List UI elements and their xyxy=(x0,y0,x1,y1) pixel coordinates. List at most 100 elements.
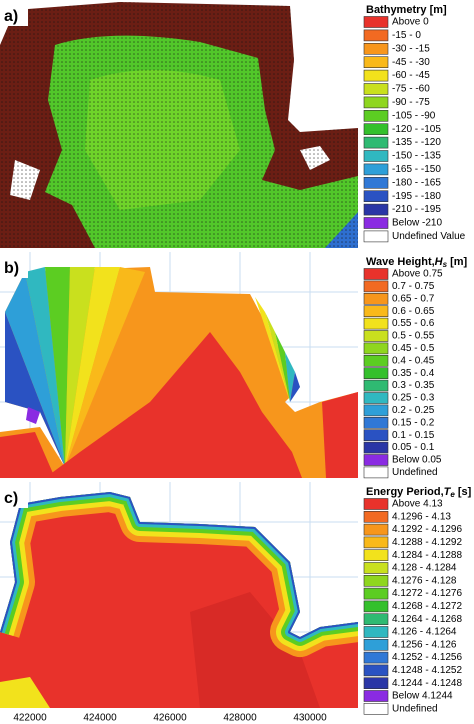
legend-entry: Undefined xyxy=(392,703,438,714)
legend-swatch xyxy=(363,367,389,380)
legend-title: Wave Height,Hs [m] xyxy=(366,256,468,269)
legend-title-part: H xyxy=(435,256,444,268)
legend-entry: -150 - -135 xyxy=(392,151,441,162)
legend-swatch xyxy=(363,454,389,466)
energy-period-map xyxy=(0,482,358,714)
legend-entry: 0.25 - 0.3 xyxy=(392,393,435,404)
legend-swatch xyxy=(363,354,389,367)
panel-label: a) xyxy=(4,8,18,25)
legend-entry: 0.7 - 0.75 xyxy=(392,281,435,292)
legend-swatch xyxy=(363,664,389,677)
x-axis-label: 424000 xyxy=(83,713,117,724)
wave-height-map xyxy=(0,252,358,478)
legend-entry: 4.1256 - 4.126 xyxy=(392,639,457,650)
legend-title-part: [s] xyxy=(458,486,472,498)
legend-entry: -210 - -195 xyxy=(392,204,441,215)
legend-swatch xyxy=(363,549,389,562)
legend-title: Bathymetry [m] xyxy=(366,4,447,16)
legend-entry: 0.15 - 0.2 xyxy=(392,417,435,428)
legend-swatch xyxy=(363,587,389,600)
legend-entry: -15 - 0 xyxy=(392,30,421,41)
legend-title-part: e xyxy=(450,490,455,499)
legend-swatch xyxy=(363,404,389,417)
legend-title-part: [m] xyxy=(450,256,467,268)
legend-swatch xyxy=(363,690,389,702)
legend-entry: -60 - -45 xyxy=(392,70,430,81)
legend-swatch xyxy=(363,574,389,587)
legend-entry: 4.1244 - 4.1248 xyxy=(392,678,462,689)
legend-entry: -120 - -105 xyxy=(392,124,441,135)
legend-swatch xyxy=(363,56,389,69)
legend-entry: 0.3 - 0.35 xyxy=(392,380,435,391)
panel-label: c) xyxy=(4,490,18,507)
legend-swatch xyxy=(363,83,389,95)
legend-entry: 0.65 - 0.7 xyxy=(392,293,435,304)
legend-swatch xyxy=(363,150,389,162)
legend-swatch xyxy=(363,230,389,243)
legend-title-part: Wave Height, xyxy=(366,256,435,268)
legend-entry: Undefined xyxy=(392,467,438,478)
legend-swatch xyxy=(363,268,389,280)
legend-swatch xyxy=(363,651,389,664)
legend-entry: 4.1284 - 4.1288 xyxy=(392,550,462,561)
legend-swatch xyxy=(363,292,389,305)
legend-entry: Undefined Value xyxy=(392,231,466,242)
legend-entry: -75 - -60 xyxy=(392,84,430,95)
legend-swatch xyxy=(363,305,389,318)
legend-entry: 0.2 - 0.25 xyxy=(392,405,435,416)
legend-swatch xyxy=(363,203,389,216)
legend-swatch xyxy=(363,562,389,574)
legend-swatch xyxy=(363,702,389,715)
legend-entry: Above 0 xyxy=(392,17,429,28)
legend-entry: -165 - -150 xyxy=(392,164,441,175)
legend-entry: 4.1248 - 4.1252 xyxy=(392,665,462,676)
legend-entry: -90 - -75 xyxy=(392,97,430,108)
legend-swatch xyxy=(363,69,389,82)
legend-title-part: s xyxy=(443,260,448,269)
x-axis-label: 430000 xyxy=(293,713,327,724)
legend-swatch xyxy=(363,392,389,404)
legend-title-part: T xyxy=(444,486,452,498)
legend-entry: -45 - -30 xyxy=(392,57,430,68)
x-axis-label: 428000 xyxy=(223,713,257,724)
legend-entry: 0.05 - 0.1 xyxy=(392,442,435,453)
legend-swatch xyxy=(363,330,389,342)
legend-entry: 0.35 - 0.4 xyxy=(392,368,435,379)
panel-label: b) xyxy=(4,260,19,277)
legend-swatch xyxy=(363,163,389,176)
legend-swatch xyxy=(363,29,389,42)
legend-swatch xyxy=(363,466,389,479)
x-axis-label: 422000 xyxy=(13,713,47,724)
legend-entry: -30 - -15 xyxy=(392,43,430,54)
legend-entry: -105 - -90 xyxy=(392,110,436,121)
legend-title-part: Bathymetry [m] xyxy=(366,4,447,16)
legend-entry: Below -210 xyxy=(392,218,442,229)
bathymetry-map xyxy=(0,0,358,249)
legend-swatch xyxy=(363,416,389,429)
legend-entry: 0.55 - 0.6 xyxy=(392,318,435,329)
legend-swatch xyxy=(363,342,389,355)
legend-swatch xyxy=(363,600,389,613)
legend-entry: 4.1288 - 4.1292 xyxy=(392,537,462,548)
legend-swatch xyxy=(363,177,389,189)
legend-entry: 0.45 - 0.5 xyxy=(392,343,435,354)
legend-entry: 4.128 - 4.1284 xyxy=(392,563,457,574)
legend-swatch xyxy=(363,638,389,651)
legend-entry: 0.4 - 0.45 xyxy=(392,355,435,366)
legend-entry: Above 4.13 xyxy=(392,499,443,510)
legend-swatch xyxy=(363,441,389,454)
legend-entry: 4.1296 - 4.13 xyxy=(392,511,451,522)
legend-swatch xyxy=(363,536,389,549)
legend-swatch xyxy=(363,677,389,690)
legend-entry: 4.1264 - 4.1268 xyxy=(392,614,462,625)
legend-swatch xyxy=(363,280,389,293)
legend-entry: 0.6 - 0.65 xyxy=(392,306,435,317)
legend-swatch xyxy=(363,523,389,536)
legend-title: Energy Period,Te [s] xyxy=(366,486,472,499)
legend-entry: 0.1 - 0.15 xyxy=(392,430,435,441)
legend-swatch xyxy=(363,190,389,202)
panel-label-bg xyxy=(2,258,28,278)
legend-swatch xyxy=(363,16,389,28)
legend-swatch xyxy=(363,42,389,55)
